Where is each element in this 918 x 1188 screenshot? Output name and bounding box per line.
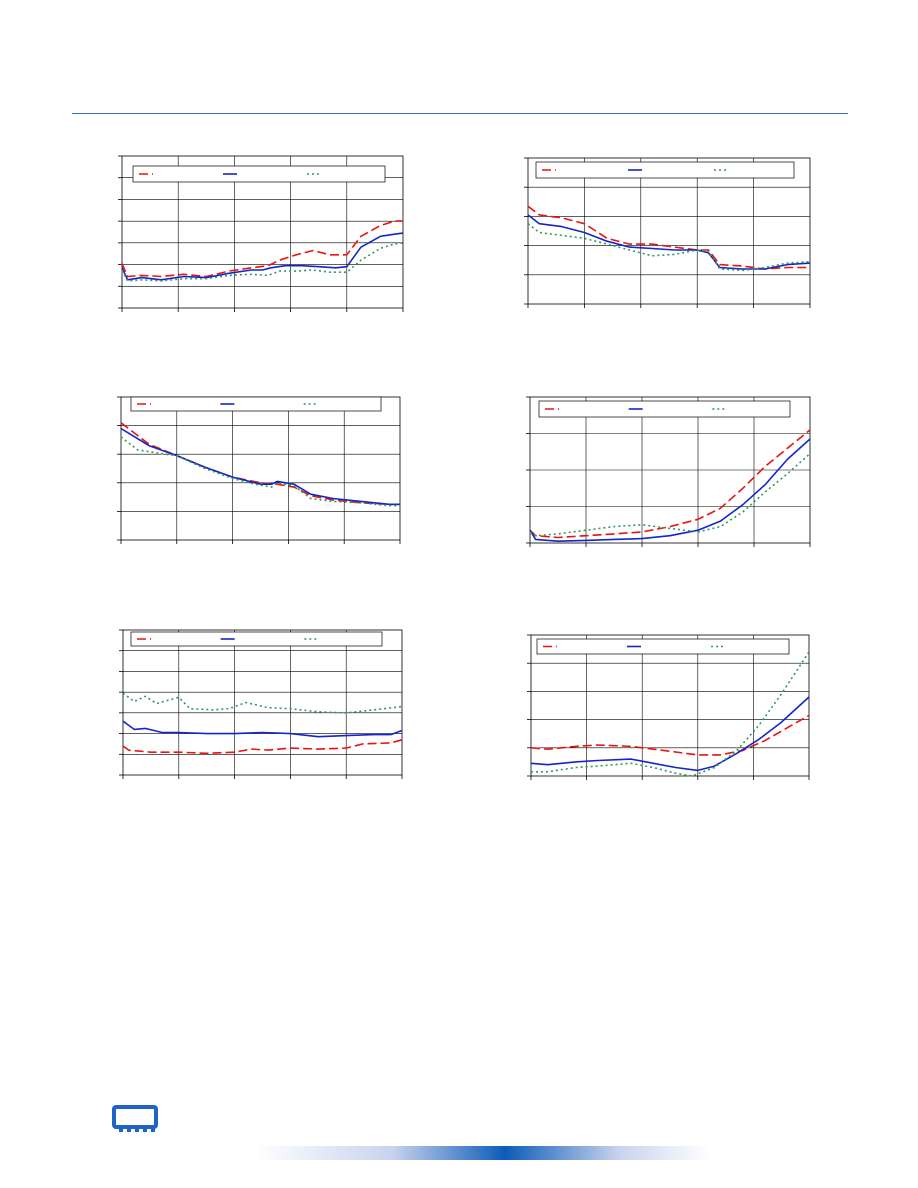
- series-line-3: [527, 223, 811, 272]
- series-line-2: [121, 232, 404, 281]
- plot-frame: [527, 157, 811, 305]
- plot-frame: [121, 155, 404, 309]
- chip-logo-icon: [112, 1105, 158, 1132]
- series-line-3: [529, 453, 811, 537]
- header-rule: [72, 113, 848, 114]
- plot-frame: [529, 396, 811, 544]
- series-line-1: [530, 714, 810, 756]
- legend-box: [130, 396, 382, 412]
- legend-box: [536, 638, 790, 655]
- series-line-1: [527, 205, 810, 270]
- series-line-1: [122, 739, 403, 755]
- legend-box: [132, 165, 386, 183]
- legend-box: [538, 400, 791, 418]
- legend-box: [130, 631, 383, 647]
- series-line-1: [529, 429, 811, 539]
- series-line-2: [122, 720, 403, 738]
- series-line-2: [530, 696, 810, 772]
- plot-frame: [122, 629, 403, 776]
- series-line-1: [121, 220, 403, 278]
- plot-frame: [530, 634, 810, 777]
- series-line-3: [122, 692, 403, 714]
- series-line-3: [121, 242, 404, 282]
- series-line-3: [120, 436, 400, 507]
- series-line-2: [529, 438, 811, 542]
- legend-box: [535, 161, 795, 179]
- footer-gradient-bar: [255, 1146, 710, 1160]
- series-line-3: [531, 651, 810, 777]
